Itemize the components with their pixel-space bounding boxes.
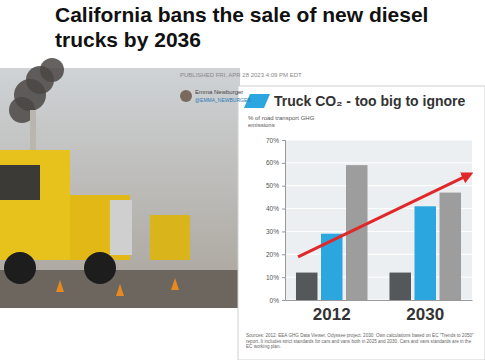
wheel xyxy=(4,252,36,284)
truck-grille xyxy=(110,200,132,255)
grid-line xyxy=(285,162,472,163)
cone xyxy=(56,280,64,292)
y-tick: 0% xyxy=(270,297,285,304)
x-axis-line xyxy=(286,300,473,301)
trend-arrow xyxy=(298,175,468,257)
x-tick-label: 2030 xyxy=(406,305,444,324)
x-tick: 2012 xyxy=(313,300,351,324)
truck-window xyxy=(0,165,40,200)
y-tick-mark xyxy=(282,186,285,187)
grid xyxy=(285,140,472,300)
truck-photo xyxy=(0,58,240,308)
bar xyxy=(296,273,318,300)
y-axis-line xyxy=(282,141,286,301)
truck-2 xyxy=(150,215,190,260)
x-tick: 2030 xyxy=(406,300,444,324)
y-tick: 10% xyxy=(266,274,285,281)
headline: California bans the sale of new diesel t… xyxy=(55,2,480,52)
published-date: PUBLISHED FRI, APR 28 2023 4:09 PM EDT xyxy=(180,72,302,78)
y-tick: 60% xyxy=(266,159,285,166)
author-handle: @EMMA_NEWBURGER xyxy=(195,97,251,103)
y-tick-mark xyxy=(282,254,285,255)
bar xyxy=(440,193,462,300)
y-tick-label: 0% xyxy=(270,297,280,304)
y-tick-label: 50% xyxy=(266,182,279,189)
bar xyxy=(389,273,411,300)
y-tick-label: 70% xyxy=(266,137,279,144)
smoke xyxy=(40,58,64,82)
road xyxy=(0,270,240,308)
y-tick-mark xyxy=(282,140,285,141)
y-tick-mark xyxy=(282,300,285,301)
chart-panel xyxy=(238,86,485,360)
y-tick-mark xyxy=(282,163,285,164)
y-tick: 40% xyxy=(266,205,285,212)
y-tick: 50% xyxy=(266,182,285,189)
cone xyxy=(116,284,124,296)
y-tick-mark xyxy=(282,231,285,232)
y-tick-label: 40% xyxy=(266,205,279,212)
x-tick-label: 2012 xyxy=(313,305,351,324)
y-axis: 0% 10% 20% 30% 40% 50% 60% 70% xyxy=(266,137,286,304)
y-tick-label: 60% xyxy=(266,159,279,166)
y-tick-label: 20% xyxy=(266,251,279,258)
bars xyxy=(296,165,461,300)
y-tick: 30% xyxy=(266,228,285,235)
plot-background xyxy=(285,140,472,300)
y-tick: 20% xyxy=(266,251,285,258)
grid-line xyxy=(285,140,472,141)
cone xyxy=(171,278,179,290)
source-note: Sources: 2012: EEA GHG Data Viewer, Odys… xyxy=(246,333,478,350)
y-tick: 70% xyxy=(266,137,285,144)
photo-bg xyxy=(0,68,240,308)
y-tick-label: 30% xyxy=(266,228,279,235)
y-axis-label: % of road transport GHG emissions xyxy=(248,115,318,129)
author-name: Emma Newburger xyxy=(195,89,243,95)
canvas: Truck CO₂ - too big to ignore 0% 10% 20% 30%… xyxy=(0,0,485,360)
truck-cab xyxy=(0,150,70,260)
x-axis: 2012 2030 xyxy=(286,300,473,324)
y-tick-mark xyxy=(282,277,285,278)
bar xyxy=(414,206,436,300)
author-avatar xyxy=(180,90,192,102)
y-tick-mark xyxy=(282,209,285,210)
wheel xyxy=(84,252,116,284)
chart-title: Truck CO₂ - too big to ignore xyxy=(274,93,466,109)
y-tick-label: 10% xyxy=(266,274,279,281)
